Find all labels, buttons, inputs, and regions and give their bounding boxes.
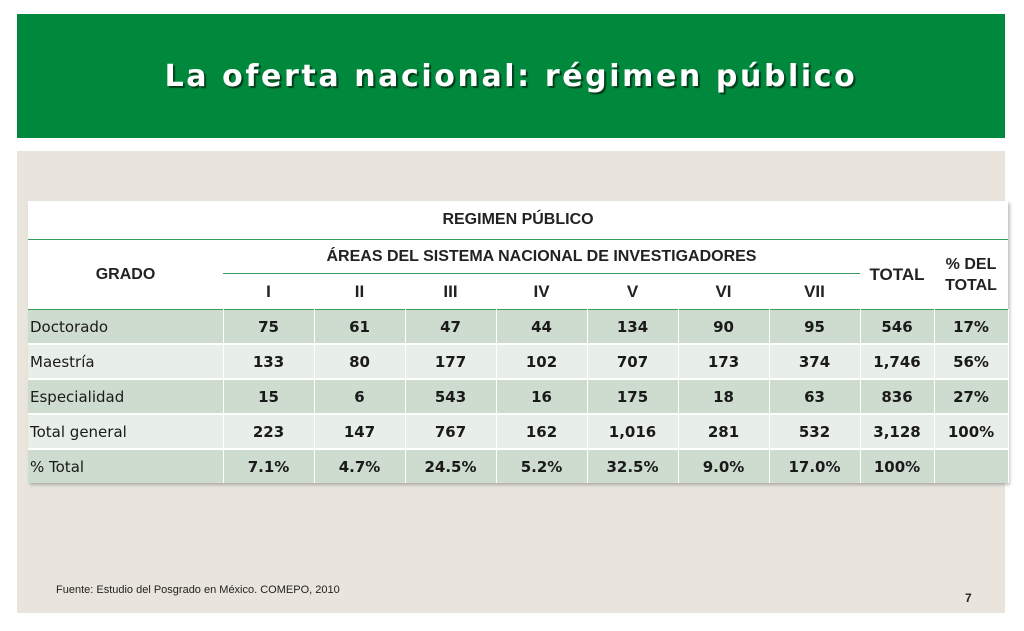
area-column-header: II [314, 274, 405, 310]
row-pct: 27% [934, 378, 1009, 414]
page-number: 7 [965, 591, 972, 605]
table-row: Total general 223 147 767 162 1,016 281 532 3,12… [28, 413, 1009, 449]
table-cell: 281 [678, 413, 770, 449]
table-cell: 61 [314, 309, 406, 344]
table-cell: 7.1% [223, 448, 315, 483]
table-cell: 767 [405, 413, 497, 449]
table-cell: 16 [496, 378, 588, 414]
pct-header: % DEL TOTAL [934, 239, 1009, 310]
table-cell: 17.0% [769, 448, 861, 483]
table-cell: 147 [314, 413, 406, 449]
row-pct: 100% [934, 413, 1009, 449]
grado-header: GRADO [28, 239, 223, 310]
table-cell: 5.2% [496, 448, 588, 483]
table-row: % Total 7.1% 4.7% 24.5% 5.2% 32.5% 9.0% 17.0% 10… [28, 448, 1009, 483]
table-cell: 6 [314, 378, 406, 414]
areas-header: ÁREAS DEL SISTEMA NACIONAL DE INVESTIGAD… [223, 239, 860, 274]
row-label: Total general [28, 413, 224, 449]
table-cell: 162 [496, 413, 588, 449]
table-cell: 177 [405, 343, 497, 379]
title-banner: La oferta nacional: régimen público [17, 14, 1005, 138]
row-pct: 17% [934, 309, 1009, 344]
area-column-header: I [223, 274, 314, 310]
pct-header-line1: % DEL [945, 255, 997, 273]
table-cell: 15 [223, 378, 315, 414]
table-cell: 47 [405, 309, 497, 344]
table-cell: 1,016 [587, 413, 679, 449]
table-cell: 4.7% [314, 448, 406, 483]
table-cell: 32.5% [587, 448, 679, 483]
row-total: 3,128 [860, 413, 935, 449]
area-column-header: VII [769, 274, 860, 310]
table-row: Maestría 133 80 177 102 707 173 374 1,746 56% [28, 343, 1009, 379]
table-caption: REGIMEN PÚBLICO [28, 201, 1009, 240]
table-cell: 175 [587, 378, 679, 414]
table-cell: 532 [769, 413, 861, 449]
area-column-header: IV [496, 274, 587, 310]
total-header: TOTAL [860, 239, 934, 310]
table-cell: 102 [496, 343, 588, 379]
area-column-header: V [587, 274, 678, 310]
table-cell: 24.5% [405, 448, 497, 483]
table-cell: 223 [223, 413, 315, 449]
table-cell: 75 [223, 309, 315, 344]
pct-header-line2: TOTAL [945, 276, 997, 294]
slide-title: La oferta nacional: régimen público [164, 59, 858, 94]
table-cell: 374 [769, 343, 861, 379]
table-cell: 133 [223, 343, 315, 379]
table-cell: 95 [769, 309, 861, 344]
table-cell: 18 [678, 378, 770, 414]
table-cell: 44 [496, 309, 588, 344]
table-cell: 90 [678, 309, 770, 344]
table-cell: 80 [314, 343, 406, 379]
table-cell: 9.0% [678, 448, 770, 483]
data-table: REGIMEN PÚBLICO GRADO ÁREAS DEL SISTEMA … [28, 201, 1009, 483]
row-pct [934, 448, 1009, 483]
source-note: Fuente: Estudio del Posgrado en México. … [56, 584, 340, 596]
table-cell: 134 [587, 309, 679, 344]
data-table-container: REGIMEN PÚBLICO GRADO ÁREAS DEL SISTEMA … [28, 201, 1009, 483]
row-label: Maestría [28, 343, 224, 379]
table-cell: 707 [587, 343, 679, 379]
table-cell: 63 [769, 378, 861, 414]
row-label: Especialidad [28, 378, 224, 414]
table-row: Especialidad 15 6 543 16 175 18 63 836 27% [28, 378, 1009, 414]
row-label: % Total [28, 448, 224, 483]
table-cell: 543 [405, 378, 497, 414]
row-total: 1,746 [860, 343, 935, 379]
area-column-header: III [405, 274, 496, 310]
row-pct: 56% [934, 343, 1009, 379]
row-total: 546 [860, 309, 935, 344]
row-label: Doctorado [28, 309, 224, 344]
row-total: 100% [860, 448, 935, 483]
table-row: Doctorado 75 61 47 44 134 90 95 546 17% [28, 309, 1009, 344]
table-cell: 173 [678, 343, 770, 379]
row-total: 836 [860, 378, 935, 414]
area-column-header: VI [678, 274, 769, 310]
area-columns-row: I II III IV V VI VII [28, 274, 1008, 310]
